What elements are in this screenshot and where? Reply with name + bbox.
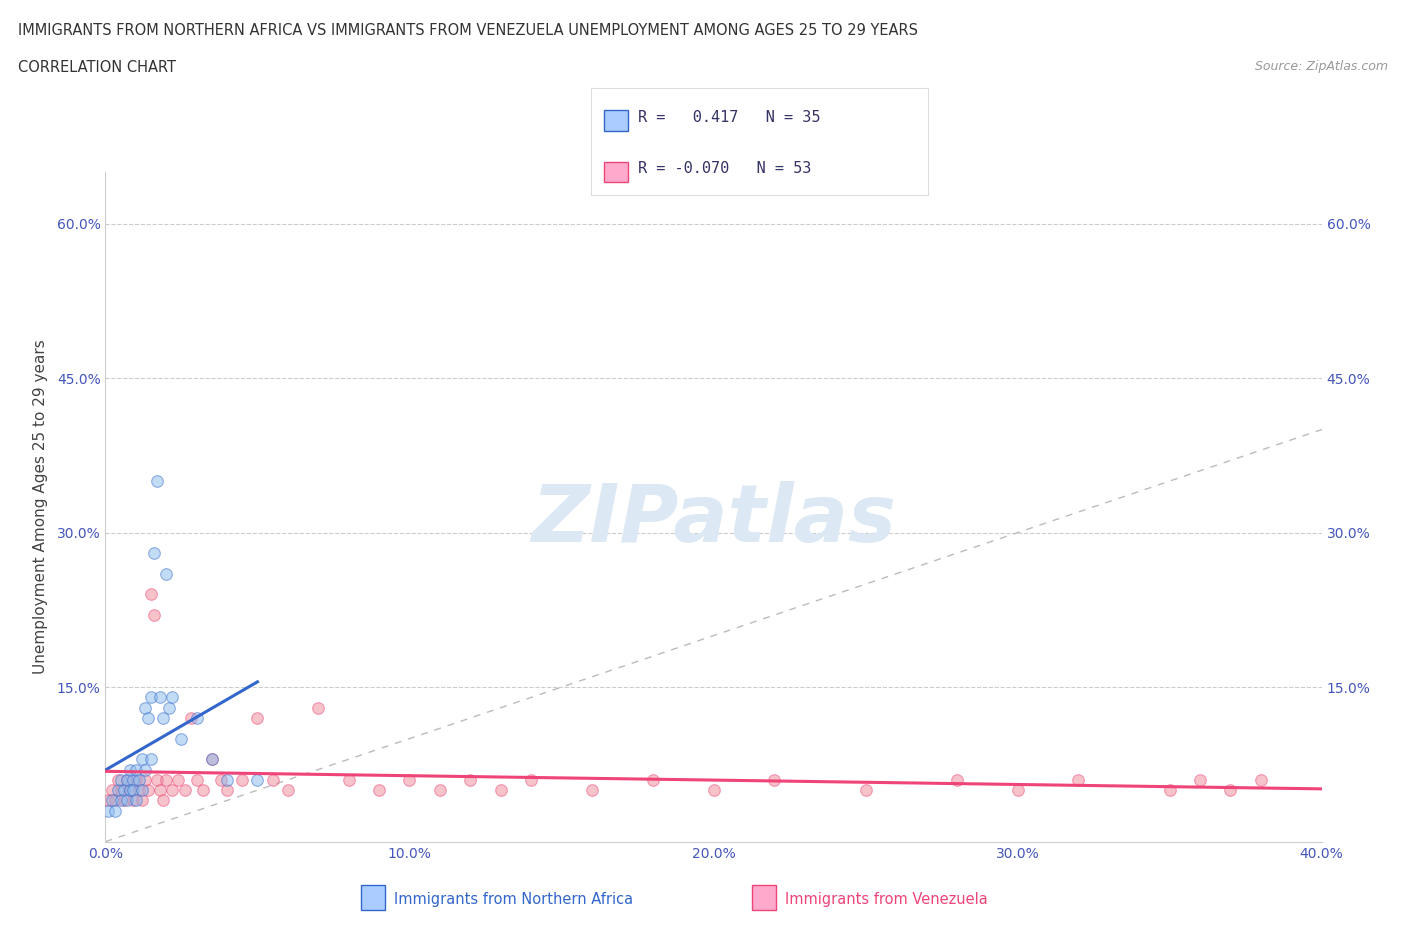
Point	[136, 711, 159, 725]
Point	[149, 783, 172, 798]
Point	[118, 762, 141, 777]
Point	[170, 731, 193, 746]
Point	[155, 773, 177, 788]
Point	[368, 783, 391, 798]
Point	[201, 751, 224, 766]
Point	[128, 773, 150, 788]
Point	[162, 783, 184, 798]
Point	[146, 773, 169, 788]
Point	[307, 700, 329, 715]
Point	[1219, 783, 1241, 798]
Point	[103, 793, 125, 808]
Text: Immigrants from Northern Africa: Immigrants from Northern Africa	[394, 892, 633, 907]
Point	[520, 773, 543, 788]
Text: Source: ZipAtlas.com: Source: ZipAtlas.com	[1254, 60, 1388, 73]
Point	[167, 773, 190, 788]
Point	[217, 773, 239, 788]
Point	[115, 793, 138, 808]
Point	[143, 607, 166, 622]
Point	[115, 773, 138, 788]
Point	[149, 690, 172, 705]
Point	[173, 783, 195, 798]
Point	[152, 711, 174, 725]
Point	[100, 783, 122, 798]
Point	[162, 690, 184, 705]
Point	[112, 783, 135, 798]
Point	[100, 793, 122, 808]
Point	[121, 783, 143, 798]
Point	[112, 793, 135, 808]
Point	[180, 711, 202, 725]
Point	[155, 566, 177, 581]
Point	[429, 783, 451, 798]
Point	[143, 546, 166, 561]
Point	[128, 783, 150, 798]
Point	[186, 773, 208, 788]
Point	[1159, 783, 1181, 798]
Point	[118, 783, 141, 798]
Point	[134, 700, 156, 715]
Y-axis label: Unemployment Among Ages 25 to 29 years: Unemployment Among Ages 25 to 29 years	[34, 339, 48, 674]
Text: R = -0.070   N = 53: R = -0.070 N = 53	[638, 161, 811, 176]
Point	[139, 751, 162, 766]
Point	[191, 783, 214, 798]
Point	[201, 751, 224, 766]
Point	[337, 773, 360, 788]
Point	[134, 762, 156, 777]
Point	[1188, 773, 1211, 788]
Point	[110, 773, 132, 788]
Point	[231, 773, 253, 788]
Point	[139, 690, 162, 705]
Bar	[605, 162, 628, 182]
Point	[115, 773, 138, 788]
Point	[581, 783, 603, 798]
Point	[103, 804, 125, 818]
Point	[763, 773, 786, 788]
Point	[125, 773, 148, 788]
Point	[110, 793, 132, 808]
Point	[246, 773, 269, 788]
Point	[489, 783, 512, 798]
Point	[152, 793, 174, 808]
Point	[131, 793, 153, 808]
Point	[186, 711, 208, 725]
Point	[121, 793, 143, 808]
Point	[125, 793, 148, 808]
Text: Immigrants from Venezuela: Immigrants from Venezuela	[785, 892, 987, 907]
Point	[131, 783, 153, 798]
Point	[209, 773, 232, 788]
Bar	[605, 111, 628, 131]
Point	[97, 804, 120, 818]
Point	[945, 773, 967, 788]
Point	[398, 773, 420, 788]
Point	[121, 773, 143, 788]
Point	[277, 783, 299, 798]
Point	[118, 783, 141, 798]
Point	[217, 783, 239, 798]
Text: R =   0.417   N = 35: R = 0.417 N = 35	[638, 110, 820, 125]
Text: CORRELATION CHART: CORRELATION CHART	[18, 60, 176, 75]
Point	[458, 773, 481, 788]
Point	[136, 783, 159, 798]
Point	[131, 751, 153, 766]
Point	[1007, 783, 1029, 798]
Point	[262, 773, 284, 788]
Point	[107, 773, 129, 788]
Point	[246, 711, 269, 725]
Point	[1067, 773, 1090, 788]
Point	[134, 773, 156, 788]
Point	[107, 783, 129, 798]
Point	[1250, 773, 1272, 788]
Point	[139, 587, 162, 602]
Point	[157, 700, 180, 715]
Point	[97, 793, 120, 808]
Point	[855, 783, 877, 798]
Text: ZIPatlas: ZIPatlas	[531, 481, 896, 559]
Point	[146, 473, 169, 488]
Point	[641, 773, 664, 788]
Point	[702, 783, 725, 798]
Point	[125, 762, 148, 777]
Point	[110, 783, 132, 798]
Text: IMMIGRANTS FROM NORTHERN AFRICA VS IMMIGRANTS FROM VENEZUELA UNEMPLOYMENT AMONG : IMMIGRANTS FROM NORTHERN AFRICA VS IMMIG…	[18, 23, 918, 38]
